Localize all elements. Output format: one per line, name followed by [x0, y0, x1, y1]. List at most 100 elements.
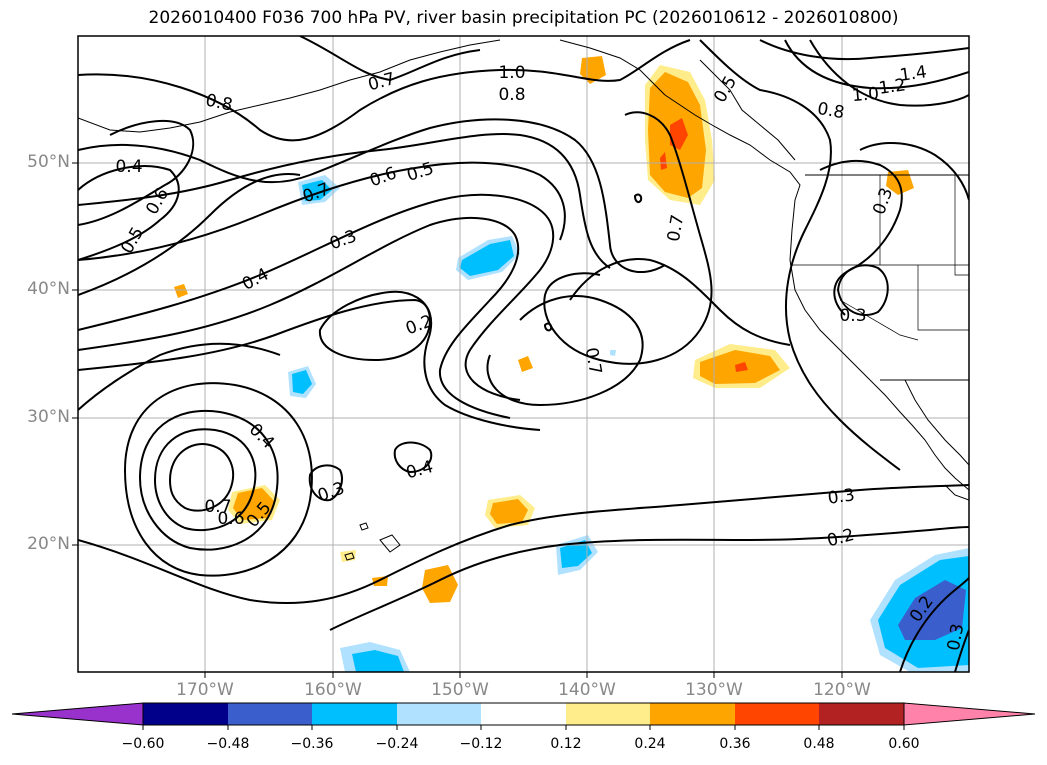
contour-east-big [699, 39, 901, 471]
contour-label: 1.0 [851, 84, 880, 106]
map-frame [77, 35, 970, 673]
contour-east-3 [784, 39, 969, 90]
precip-blob-alaska-peak [670, 118, 688, 150]
contour-closed-03-east [836, 264, 889, 317]
contour-central-closed-2 [393, 441, 433, 474]
contour-se-1 [899, 577, 969, 672]
precip-neg-blob-3-core [292, 370, 312, 394]
lon-label-150w: 150°W [431, 680, 489, 700]
precip-blob-central-1-core [490, 499, 528, 524]
contour-label: 0.6 [367, 163, 399, 191]
colorbar [11, 702, 1036, 730]
contour-lower-jet [78, 484, 969, 605]
coastlines [78, 39, 969, 561]
contour-label: 0.2 [825, 525, 856, 551]
coastline-baja [869, 379, 969, 491]
coastline-bc-islands [699, 59, 796, 161]
coastline-baja-gulf [904, 379, 969, 466]
lon-label-170w: 170°W [176, 680, 234, 700]
colorbar-tick-label: −0.60 [121, 736, 165, 752]
colorbar-segment [650, 703, 735, 725]
contour-jet-2 [78, 217, 520, 419]
contour-east-2 [759, 39, 969, 61]
lat-label-50n: 50°N [27, 152, 70, 172]
contour-label: 0.3 [839, 306, 866, 326]
coastline-hawaii-3 [344, 552, 355, 561]
contour-labels: 0.8 0.7 1.0 0.8 1.4 1.2 1.0 0.8 0.5 0.4 … [115, 62, 968, 652]
contour-label: 0.3 [327, 226, 359, 254]
contour-closed-02 [318, 290, 432, 362]
colorbar-tick-label: −0.12 [459, 736, 503, 752]
colorbar-tick-label: 0.24 [634, 736, 666, 752]
precip-neg-blob-5-core [352, 650, 404, 672]
contour-west-a [78, 119, 195, 226]
coastline-hawaii-2 [359, 522, 369, 531]
lon-label-140w: 140°W [558, 680, 616, 700]
colorbar-frame [142, 702, 905, 726]
coastline-alaska-gulf [559, 39, 666, 96]
contour-label: 0.4 [245, 420, 278, 453]
colorbar-max-extend [903, 702, 1036, 726]
contour-label: 0.4 [404, 457, 435, 483]
colorbar-tick-label: 0.48 [803, 736, 835, 752]
contour-label: 0.7 [664, 213, 688, 243]
colorbar-tick-label: 0.12 [550, 736, 582, 752]
contour-label: 1.4 [899, 62, 929, 86]
contour-upper-b [78, 133, 611, 269]
lon-label-120w: 120°W [813, 680, 871, 700]
colorbar-tick-label: 0.36 [719, 736, 751, 752]
contour-label: 0.3 [827, 485, 857, 509]
colorbar-segment [735, 703, 819, 725]
colorbar-segment [228, 703, 312, 725]
contour-sw-outer [78, 342, 281, 411]
precip-blob-bc [886, 170, 914, 195]
map-title: 2026010400 F036 700 hPa PV, river basin … [148, 8, 899, 28]
coastline-mexico [944, 484, 969, 501]
lon-label-160w: 160°W [304, 680, 362, 700]
contour-hawaii-outer [123, 382, 313, 577]
contour-jet-3 [78, 298, 541, 431]
contour-label: 0.8 [816, 99, 846, 123]
precip-blob-alaska-peak2 [660, 152, 667, 170]
precip-blob-small-2 [518, 356, 533, 372]
contour-east-5 [859, 142, 969, 201]
coastline-hawaii-1 [379, 534, 401, 553]
contour-label: 0.6 [217, 509, 244, 529]
contour-neast-1 [543, 111, 713, 365]
contour-upper-c [78, 161, 566, 261]
contour-label: 0.5 [117, 224, 148, 257]
contour-tiny-2 [633, 193, 643, 204]
contour-hawaii-ring-3 [138, 409, 279, 551]
contour-north-2 [299, 36, 481, 82]
lat-label-40n: 40°N [27, 279, 70, 299]
contour-west-b [78, 173, 301, 296]
axis-ticks [72, 162, 843, 678]
precip-neg-blob-4-core [560, 540, 592, 568]
contour-central-1 [569, 258, 791, 346]
contour-se-2 [954, 629, 969, 672]
contour-upper-a [78, 118, 666, 274]
coastline-alaska-aleutians [78, 39, 501, 133]
precip-blob-ne-pacific-peak [735, 362, 748, 372]
contour-label: 1.0 [498, 63, 525, 83]
contour-tiny-1 [543, 322, 553, 332]
lat-label-20n: 20°N [27, 534, 70, 554]
precip-neg-blob-6 [610, 350, 616, 356]
lon-label-130w: 130°W [685, 680, 743, 700]
contour-north-1 [78, 39, 691, 142]
contour-label: 0.7 [581, 346, 605, 376]
contour-label: 1.2 [878, 75, 908, 99]
contour-label: 0.4 [115, 157, 142, 177]
precip-blob-central-2 [422, 565, 458, 603]
colorbar-tick-label: −0.24 [375, 736, 419, 752]
colorbar-segment [397, 703, 481, 725]
border-state-4 [839, 299, 919, 341]
border-state-3 [917, 265, 969, 331]
colorbar-tick-label: −0.48 [206, 736, 250, 752]
contour-hawaii-ring-2 [153, 428, 257, 532]
contour-label: 0.7 [204, 497, 231, 517]
colorbar-min-extend [11, 702, 144, 726]
lat-label-30n: 30°N [27, 407, 70, 427]
colorbar-tick-label: −0.36 [290, 736, 334, 752]
